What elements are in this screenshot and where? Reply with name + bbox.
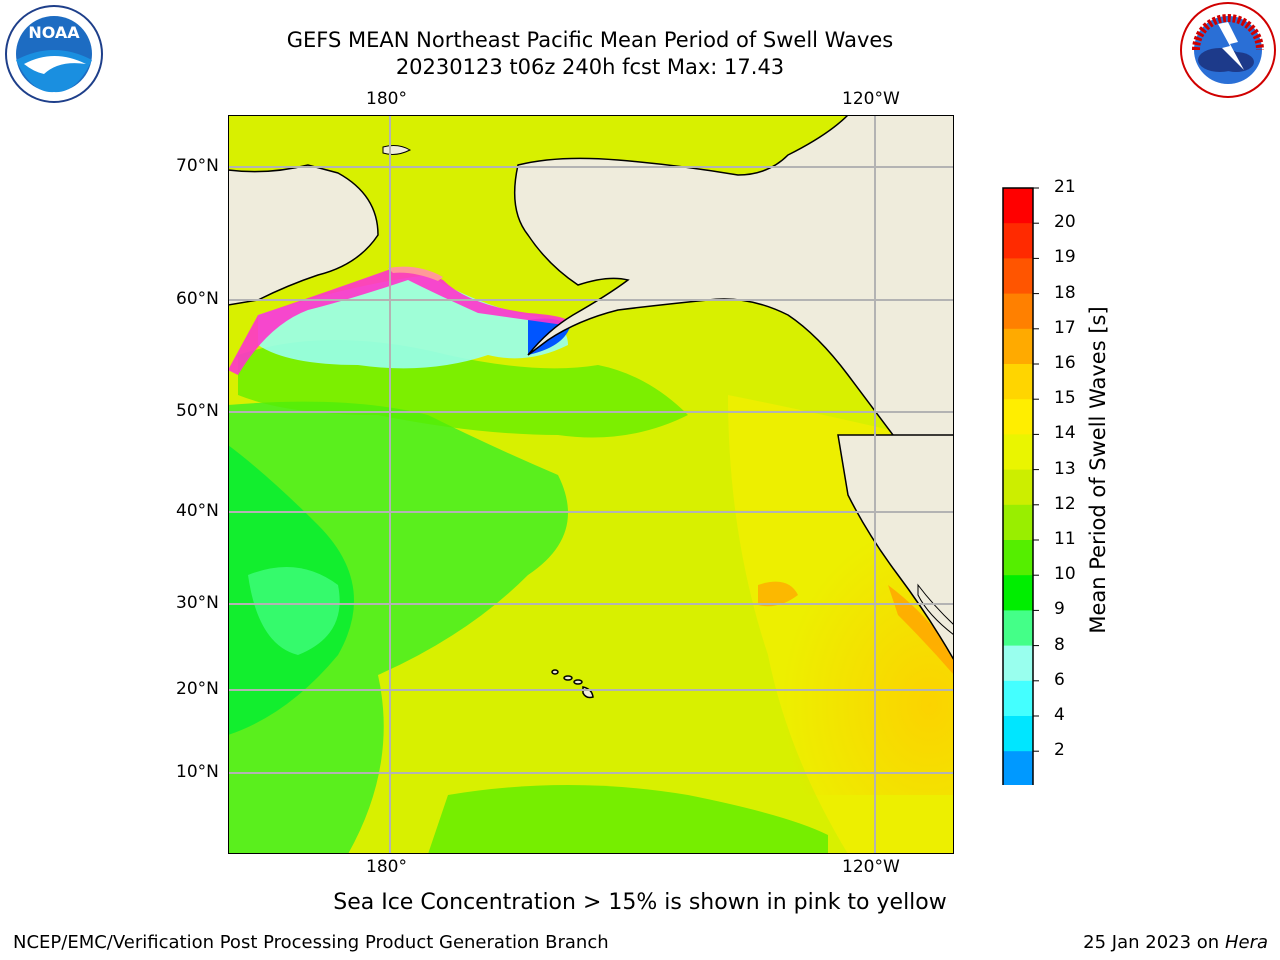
lon-label-top-120w: 120°W	[842, 89, 900, 109]
lat-label-30n: 30°N	[176, 593, 219, 613]
land-siberia	[228, 164, 379, 306]
colorbar-tick-label: 9	[1054, 599, 1065, 620]
colorbar-segment	[1003, 434, 1033, 471]
swell-period-map	[228, 115, 954, 854]
lon-label-top-180: 180°	[366, 89, 407, 109]
colorbar-segment	[1003, 645, 1033, 682]
colorbar-segment	[1003, 188, 1033, 224]
colorbar-segment	[1003, 680, 1033, 717]
noaa-logo: NOAA	[5, 5, 103, 103]
colorbar-segment	[1003, 328, 1033, 365]
colorbar-tick-label: 16	[1054, 353, 1076, 373]
colorbar-segment	[1003, 575, 1033, 611]
colorbar-tick-label: 12	[1054, 493, 1076, 514]
swell-field-orange	[888, 585, 954, 675]
swell-field-orange-2	[758, 581, 798, 607]
lat-label-20n: 20°N	[176, 679, 219, 699]
lat-label-40n: 40°N	[176, 501, 219, 521]
colorbar-segment	[1003, 258, 1033, 295]
colorbar-segment	[1003, 504, 1033, 541]
noaa-logo-text: NOAA	[28, 23, 80, 42]
chart-subtitle: 20230123 t06z 240h fcst Max: 17.43	[395, 55, 785, 79]
lon-label-bottom-120w: 120°W	[842, 857, 900, 877]
colorbar-segment	[1003, 610, 1033, 647]
sea-ice-caption: Sea Ice Concentration > 15% is shown in …	[333, 890, 947, 915]
lat-label-10n: 10°N	[176, 762, 219, 782]
land-alaska	[513, 115, 954, 517]
footer-date-text: 25 Jan 2023 on	[1083, 932, 1225, 953]
colorbar-tick-label: 14	[1054, 423, 1076, 444]
lon-label-bottom-180: 180°	[366, 857, 407, 877]
colorbar-tick-label: 8	[1054, 634, 1065, 655]
footer-producer: NCEP/EMC/Verification Post Processing Pr…	[13, 932, 609, 953]
colorbar-tick-label: 2	[1054, 740, 1065, 761]
nws-logo	[1180, 2, 1276, 98]
colorbar-segment	[1003, 364, 1033, 400]
swell-field-green	[228, 401, 568, 854]
colorbar-tick-label: 4	[1054, 705, 1065, 725]
colorbar-segment	[1003, 540, 1033, 576]
lat-label-50n: 50°N	[176, 401, 219, 421]
colorbar-tick-label: 21	[1054, 177, 1076, 197]
colorbar-tick-label: 20	[1054, 212, 1076, 233]
colorbar-segment	[1003, 223, 1033, 259]
colorbar-tick-label: 13	[1054, 458, 1076, 479]
colorbar-tick-label: 17	[1054, 317, 1076, 338]
swell-field-green-south	[428, 785, 828, 854]
colorbar-segment	[1003, 293, 1033, 330]
colorbar-label: Mean Period of Swell Waves [s]	[1086, 306, 1110, 634]
chart-title: GEFS MEAN Northeast Pacific Mean Period …	[286, 28, 894, 52]
colorbar-segment	[1003, 399, 1033, 435]
lat-label-60n: 60°N	[176, 289, 219, 309]
colorbar-frame	[1002, 187, 1034, 785]
colorbar-tick-label: 15	[1054, 388, 1076, 409]
colorbar-segment	[1003, 469, 1033, 506]
footer-date: 25 Jan 2023 on Hera	[1083, 932, 1268, 953]
swell-field-mint	[248, 567, 340, 655]
colorbar	[1002, 187, 1039, 785]
colorbar-segment	[1003, 716, 1033, 752]
colorbar-segment	[1003, 751, 1033, 785]
footer-machine: Hera	[1224, 932, 1268, 953]
sea-ice-edge	[388, 266, 443, 281]
graticule	[228, 115, 954, 854]
colorbar-tick-label: 10	[1054, 564, 1076, 585]
lat-label-70n: 70°N	[176, 156, 219, 176]
colorbar-tick-label: 19	[1054, 247, 1076, 268]
colorbar-tick-label: 11	[1054, 529, 1076, 549]
colorbar-tick-label: 18	[1054, 282, 1076, 303]
colorbar-tick-label: 6	[1054, 669, 1065, 690]
